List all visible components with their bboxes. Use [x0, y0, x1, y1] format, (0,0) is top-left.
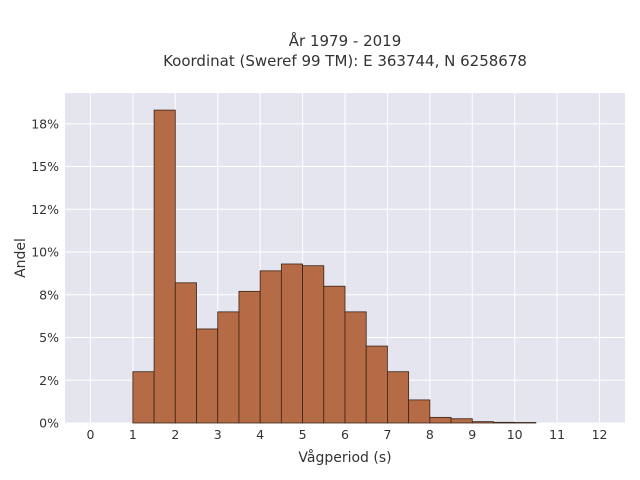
y-tick-label: 12%	[31, 202, 59, 217]
y-tick-label: 10%	[31, 245, 59, 260]
histogram-bar	[514, 422, 537, 424]
y-tick-label: 8%	[39, 287, 59, 302]
histogram-bar	[365, 345, 388, 424]
x-tick-labels: 0 1 2 3 4 5 6 7 8 9 10 11 12	[86, 427, 607, 442]
histogram-bar	[323, 285, 346, 424]
y-tick-label: 2%	[39, 373, 59, 388]
histogram-bar	[217, 311, 240, 424]
x-tick-label: 7	[383, 427, 391, 442]
histogram-bar	[153, 109, 176, 424]
x-tick-label: 6	[341, 427, 349, 442]
y-tick-label: 5%	[39, 330, 59, 345]
histogram-bar	[132, 371, 155, 424]
x-tick-label: 1	[129, 427, 137, 442]
histogram-bar	[259, 270, 282, 424]
histogram-bar	[408, 399, 431, 424]
histogram-bar	[450, 418, 473, 424]
x-tick-label: 8	[426, 427, 434, 442]
x-tick-label: 9	[468, 427, 476, 442]
histogram-bar	[196, 328, 219, 424]
histogram-bar	[238, 290, 261, 424]
x-tick-label: 2	[171, 427, 179, 442]
y-tick-label: 0%	[39, 416, 59, 431]
histogram-bar	[471, 421, 494, 424]
y-tick-label: 15%	[31, 159, 59, 174]
histogram-bar	[344, 311, 367, 424]
histogram-bar	[302, 265, 325, 424]
x-tick-label: 0	[86, 427, 94, 442]
y-tick-label: 18%	[31, 116, 59, 131]
histogram-bar	[174, 282, 197, 424]
chart-title-line-1: År 1979 - 2019	[289, 31, 402, 50]
y-tick-labels: 0% 2% 5% 8% 10% 12% 15% 18%	[31, 116, 59, 430]
chart-title-line-2: Koordinat (Sweref 99 TM): E 363744, N 62…	[163, 52, 527, 70]
x-tick-label: 4	[256, 427, 264, 442]
histogram-bar	[429, 416, 452, 424]
bars-group	[132, 109, 537, 424]
histogram-bar	[493, 421, 516, 424]
x-tick-label: 3	[214, 427, 222, 442]
x-tick-label: 12	[592, 427, 608, 442]
x-tick-label: 11	[549, 427, 565, 442]
histogram-bar	[387, 371, 410, 424]
y-axis-label: Andel	[13, 238, 29, 278]
x-tick-label: 10	[507, 427, 523, 442]
x-tick-label: 5	[299, 427, 307, 442]
histogram-bar	[280, 263, 303, 424]
x-axis-label: Vågperiod (s)	[298, 449, 391, 466]
